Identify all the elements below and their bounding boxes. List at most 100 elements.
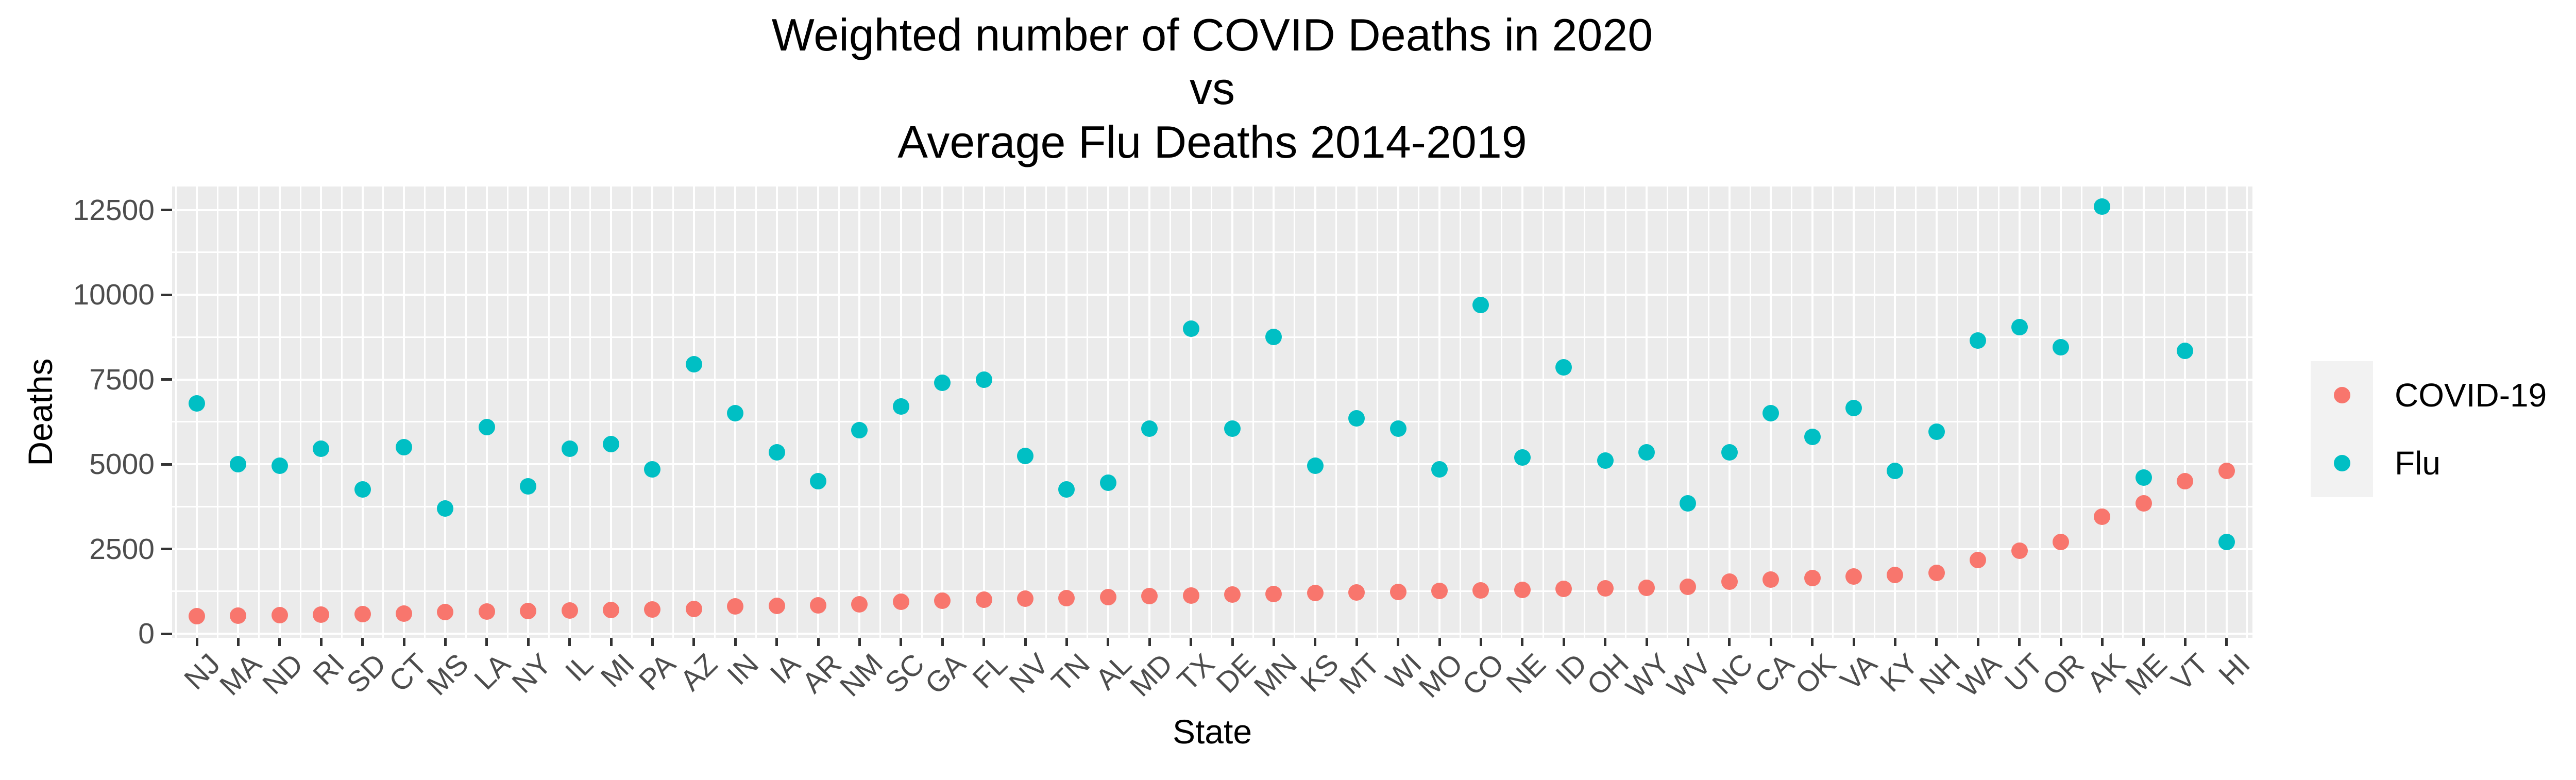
gridline-vertical-major [527,186,530,638]
gridline-vertical-minor [1542,186,1544,638]
data-point-flu-AK [2094,198,2111,215]
x-axis-tick [361,638,364,646]
data-point-flu-NC [1721,444,1738,461]
data-point-flu-ID [1555,359,1572,376]
data-point-flu-SD [354,481,371,498]
gridline-vertical-minor [1790,186,1792,638]
data-point-covid-19-VT [2177,472,2194,489]
data-point-flu-ND [271,457,288,474]
data-point-flu-VA [1845,400,1862,417]
x-axis-tick [1024,638,1027,646]
y-axis-tick-label: 0 [138,617,155,650]
gridline-horizontal-major [172,463,2252,465]
gridline-vertical-minor [423,186,426,638]
gridline-vertical-minor [216,186,218,638]
data-point-flu-FL [975,371,992,388]
gridline-vertical-major [1065,186,1068,638]
data-point-flu-PA [644,461,661,478]
data-point-covid-19-NY [520,602,537,619]
gridline-vertical-minor [2163,186,2165,638]
gridline-horizontal-major [172,209,2252,211]
data-point-flu-CO [1472,296,1489,313]
data-point-flu-VT [2177,342,2194,359]
gridline-vertical-minor [1666,186,1668,638]
gridline-vertical-minor [1997,186,1999,638]
gridline-vertical-minor [1169,186,1171,638]
data-point-flu-WV [1680,495,1697,512]
data-point-flu-OR [2053,338,2069,355]
gridline-vertical-major [775,186,778,638]
x-axis-tick [1521,638,1524,646]
data-point-covid-19-ID [1555,581,1572,598]
data-point-flu-WY [1638,444,1655,461]
x-axis-tick [1231,638,1234,646]
gridline-vertical-major [568,186,571,638]
gridline-vertical-minor [1128,186,1130,638]
x-axis-tick [485,638,488,646]
gridline-vertical-minor [631,186,633,638]
data-point-flu-NE [1514,449,1531,466]
x-axis-tick [1065,638,1068,646]
gridline-vertical-minor [962,186,964,638]
x-axis-tick [1479,638,1482,646]
data-point-covid-19-SD [354,606,371,623]
gridline-vertical-minor [1211,186,1213,638]
data-point-covid-19-KY [1887,566,1904,583]
gridline-vertical-major [1935,186,1938,638]
chart-title: Weighted number of COVID Deaths in 2020 … [172,8,2252,169]
gridline-vertical-major [320,186,323,638]
gridline-vertical-major [982,186,985,638]
data-point-flu-HI [2218,534,2235,551]
x-axis-tick [1562,638,1565,646]
gridline-vertical-major [1977,186,1979,638]
gridline-vertical-minor [299,186,301,638]
data-point-flu-UT [2011,318,2028,335]
data-point-flu-MS [437,500,454,517]
x-axis-tick [692,638,696,646]
data-point-covid-19-AL [1099,588,1116,605]
data-point-flu-KY [1887,463,1904,480]
gridline-vertical-major [2060,186,2062,638]
data-point-covid-19-FL [975,591,992,608]
gridline-vertical-minor [1625,186,1627,638]
gridline-vertical-minor [1915,186,1917,638]
x-axis-tick [1686,638,1689,646]
data-point-covid-19-OR [2053,534,2069,551]
data-point-flu-MI [603,435,619,452]
data-point-flu-NM [851,422,868,439]
gridline-vertical-major [692,186,695,638]
data-point-covid-19-NM [851,596,868,613]
gridline-vertical-minor [506,186,509,638]
gridline-vertical-minor [1294,186,1296,638]
gridline-vertical-major [1107,186,1109,638]
y-axis-tick [161,293,172,296]
gridline-vertical-major [278,186,281,638]
legend-item-covid: COVID-19 [2311,361,2547,429]
data-point-flu-WA [1970,332,1987,349]
gridline-vertical-major [485,186,488,638]
y-axis-tick [161,209,172,211]
data-point-covid-19-KS [1307,585,1324,602]
y-axis-tick-label: 5000 [89,448,155,481]
gridline-vertical-minor [921,186,923,638]
x-axis-tick [402,638,405,646]
data-point-covid-19-MN [1265,585,1282,602]
data-point-covid-19-WV [1680,578,1697,595]
gridline-vertical-minor [1459,186,1461,638]
data-point-covid-19-VA [1845,568,1862,585]
gridline-vertical-major [817,186,819,638]
plot-panel [172,186,2252,638]
data-point-covid-19-TN [1058,589,1075,606]
data-point-flu-RI [313,440,330,457]
gridline-vertical-major [2225,186,2228,638]
data-point-flu-OH [1597,452,1614,469]
data-point-flu-AZ [685,355,702,372]
data-point-flu-CT [396,439,412,456]
gridline-vertical-major [651,186,654,638]
gridline-vertical-minor [2039,186,2041,638]
data-point-covid-19-AZ [685,600,702,617]
gridline-vertical-major [403,186,405,638]
gridline-vertical-major [1024,186,1026,638]
data-point-flu-NY [520,478,537,495]
